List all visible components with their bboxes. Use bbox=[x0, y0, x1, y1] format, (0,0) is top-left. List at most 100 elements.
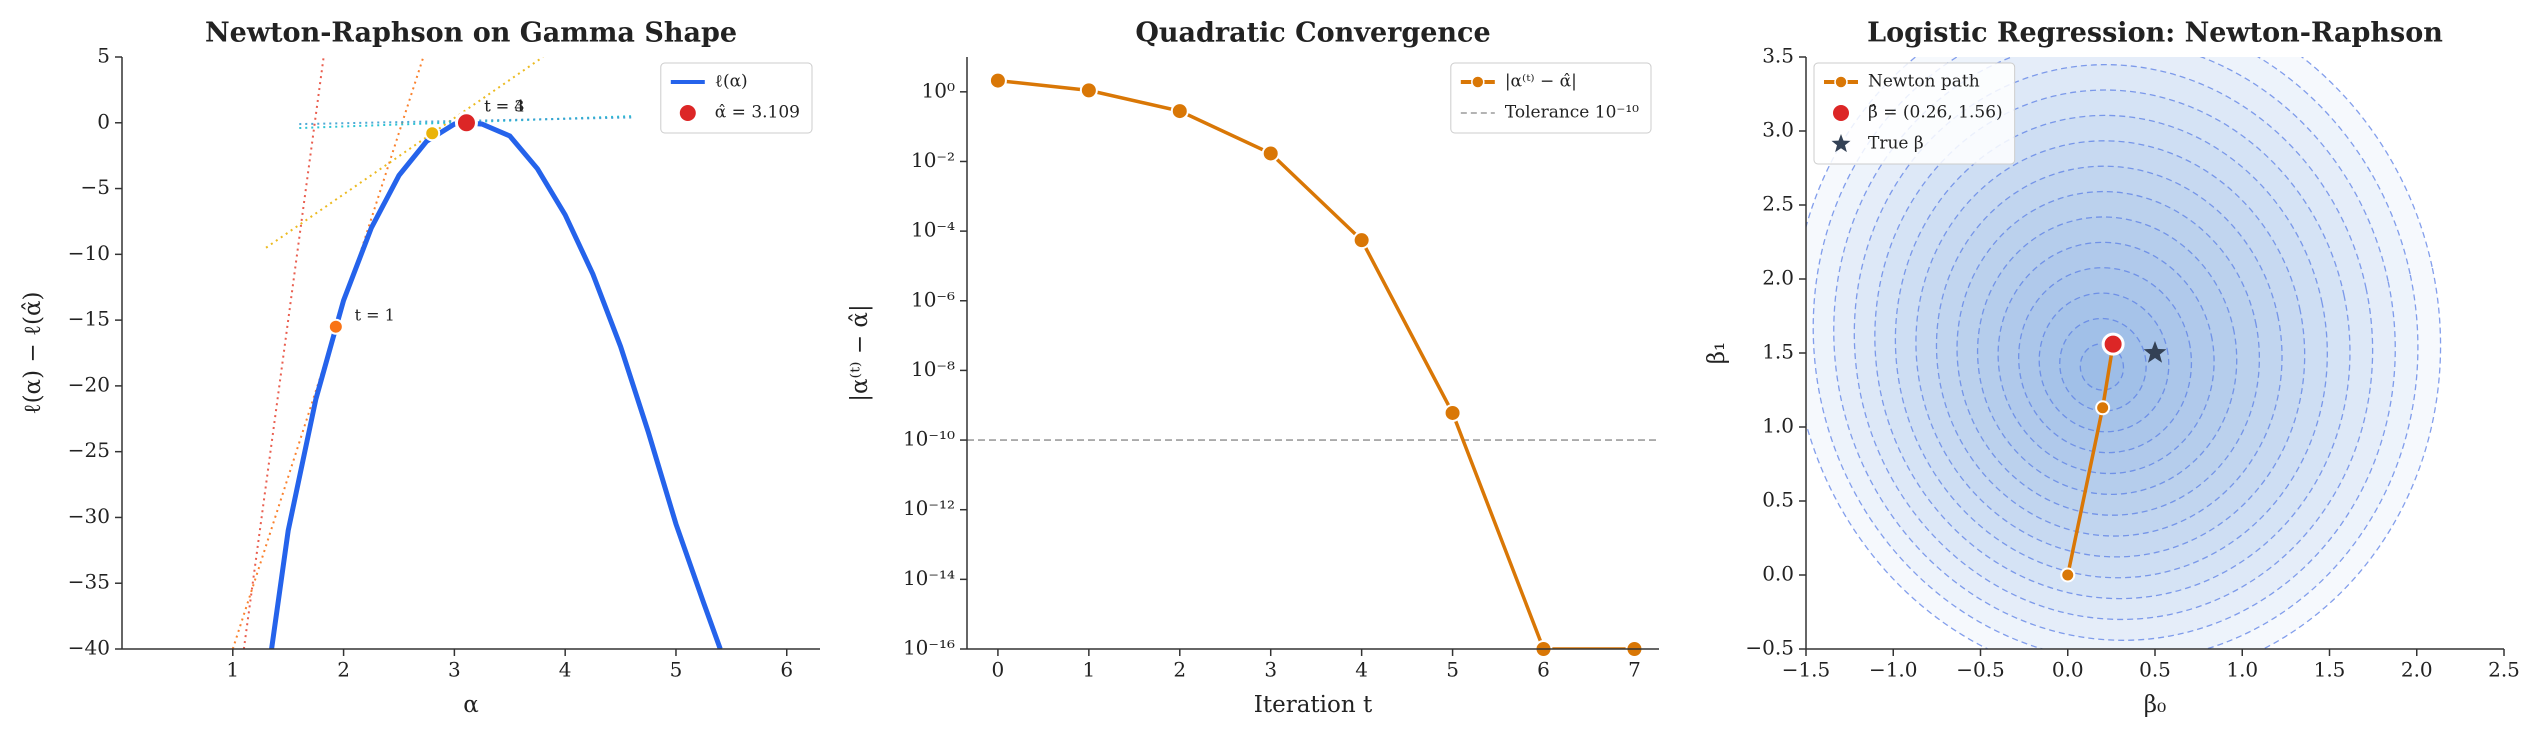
annotation: t = 3 bbox=[484, 96, 524, 115]
x-tick-label: 3 bbox=[1264, 658, 1277, 682]
series-point bbox=[1443, 403, 1462, 422]
x-tick-label: −1.5 bbox=[1782, 658, 1831, 682]
y-tick-label: 0.5 bbox=[1762, 488, 1794, 512]
x-tick-label: 0.0 bbox=[2052, 658, 2084, 682]
y-tick-label: 10⁻¹² bbox=[903, 496, 955, 520]
legend: Newton path β̂ = (0.26, 1.56) True β bbox=[1813, 62, 2016, 165]
x-tick-label: 4 bbox=[559, 658, 572, 682]
x-tick-label: −1.0 bbox=[1869, 658, 1918, 682]
series-point bbox=[988, 71, 1007, 90]
x-axis-label: α bbox=[463, 692, 479, 718]
chart-title: Newton-Raphson on Gamma Shape bbox=[205, 18, 737, 49]
x-tick-label: 2 bbox=[1173, 658, 1186, 682]
contour bbox=[2038, 292, 2170, 433]
y-tick-label: 0 bbox=[97, 109, 110, 133]
star-point bbox=[2143, 341, 2167, 363]
x-tick-label: 6 bbox=[1537, 658, 1550, 682]
legend-label: Newton path bbox=[1868, 72, 1980, 92]
series-point bbox=[1261, 144, 1280, 163]
legend-box bbox=[1813, 62, 2016, 165]
y-tick-label: −30 bbox=[68, 504, 110, 528]
legend-marker bbox=[1471, 75, 1485, 89]
iterate-point bbox=[327, 318, 344, 335]
legend-label: Tolerance 10⁻¹⁰ bbox=[1505, 103, 1639, 123]
y-tick-label: −15 bbox=[68, 307, 110, 331]
y-tick-label: 5 bbox=[97, 44, 110, 68]
x-tick-label: 3 bbox=[448, 658, 461, 682]
legend: |α⁽ᵗ⁾ − α̂| Tolerance 10⁻¹⁰ bbox=[1450, 62, 1652, 134]
annotation: t = 4 bbox=[484, 96, 524, 115]
y-tick-label: −35 bbox=[68, 570, 110, 594]
chart-title: Logistic Regression: Newton-Raphson bbox=[1867, 18, 2443, 49]
y-tick-label: 3.0 bbox=[1762, 118, 1794, 142]
legend-label: |α⁽ᵗ⁾ − α̂| bbox=[1505, 72, 1577, 92]
series-point bbox=[2060, 567, 2076, 583]
y-axis-label: |α⁽ᵗ⁾ − α̂| bbox=[847, 304, 873, 401]
y-tick-label: 2.5 bbox=[1762, 192, 1794, 216]
tangent-line bbox=[299, 116, 632, 126]
x-tick-label: 7 bbox=[1628, 658, 1641, 682]
legend-label: α̂ = 3.109 bbox=[715, 103, 800, 123]
y-axis-label: ℓ(α) − ℓ(α̂) bbox=[20, 292, 46, 415]
x-axis-label: β₀ bbox=[2144, 692, 2167, 718]
x-tick-label: 0.5 bbox=[2139, 658, 2171, 682]
x-tick-label: 1 bbox=[1082, 658, 1095, 682]
x-tick-label: 1 bbox=[226, 658, 239, 682]
y-tick-label: 0.0 bbox=[1762, 562, 1794, 586]
legend-marker bbox=[1831, 134, 1851, 153]
y-tick-label: −0.5 bbox=[1745, 636, 1794, 660]
legend-box bbox=[1450, 62, 1652, 134]
series-point bbox=[1170, 102, 1189, 121]
x-tick-label: 1.5 bbox=[2314, 658, 2346, 682]
y-tick-label: −20 bbox=[68, 372, 110, 396]
chart-title: Quadratic Convergence bbox=[1135, 18, 1490, 49]
estimate-point bbox=[2101, 332, 2125, 356]
y-tick-label: 2.0 bbox=[1762, 266, 1794, 290]
y-tick-label: 1.0 bbox=[1762, 414, 1794, 438]
y-tick-label: 3.5 bbox=[1762, 44, 1794, 68]
legend-marker bbox=[679, 105, 696, 121]
y-tick-label: −40 bbox=[68, 636, 110, 660]
series-point bbox=[2095, 400, 2111, 416]
y-tick-label: 10⁻¹⁰ bbox=[903, 427, 955, 451]
legend-marker bbox=[1834, 75, 1848, 89]
y-tick-label: 10⁰ bbox=[922, 78, 955, 102]
legend-label: ℓ(α) bbox=[715, 72, 748, 92]
estimate-point bbox=[454, 111, 478, 135]
x-tick-label: 1.0 bbox=[2226, 658, 2258, 682]
y-tick-label: 10⁻¹⁴ bbox=[903, 566, 955, 590]
tangent-line bbox=[231, 57, 425, 649]
x-tick-label: 5 bbox=[1446, 658, 1459, 682]
y-tick-label: −25 bbox=[68, 438, 110, 462]
iterate-point bbox=[424, 125, 441, 142]
y-tick-label: 10⁻¹⁶ bbox=[903, 636, 955, 660]
y-tick-label: 10⁻⁴ bbox=[911, 218, 955, 242]
x-tick-label: 0 bbox=[992, 658, 1005, 682]
y-tick-label: −5 bbox=[81, 175, 110, 199]
y-tick-label: 10⁻⁸ bbox=[911, 357, 955, 381]
legend-marker bbox=[1833, 105, 1849, 121]
plot-area bbox=[967, 78, 1659, 649]
x-tick-label: 4 bbox=[1355, 658, 1368, 682]
x-tick-label: 2.5 bbox=[2488, 658, 2520, 682]
contour bbox=[1976, 216, 2238, 496]
legend: ℓ(α) α̂ = 3.109 bbox=[660, 62, 813, 134]
tangent-line bbox=[265, 57, 544, 249]
x-tick-label: 2.0 bbox=[2401, 658, 2433, 682]
series-line bbox=[269, 120, 723, 649]
y-tick-label: −10 bbox=[68, 241, 110, 265]
x-axis-label: Iteration t bbox=[1254, 692, 1373, 718]
series-point bbox=[1079, 81, 1098, 100]
plot-area bbox=[231, 57, 723, 649]
x-tick-label: 6 bbox=[780, 658, 793, 682]
series-line bbox=[997, 78, 1635, 649]
contour bbox=[2059, 317, 2147, 412]
x-tick-label: 2 bbox=[337, 658, 350, 682]
y-tick-label: 1.5 bbox=[1762, 340, 1794, 364]
annotation: t = 1 bbox=[355, 306, 395, 325]
legend-label: β̂ = (0.26, 1.56) bbox=[1868, 103, 2003, 123]
x-tick-label: 5 bbox=[670, 658, 683, 682]
series-point bbox=[1352, 231, 1371, 250]
legend-label: True β bbox=[1868, 134, 1924, 154]
